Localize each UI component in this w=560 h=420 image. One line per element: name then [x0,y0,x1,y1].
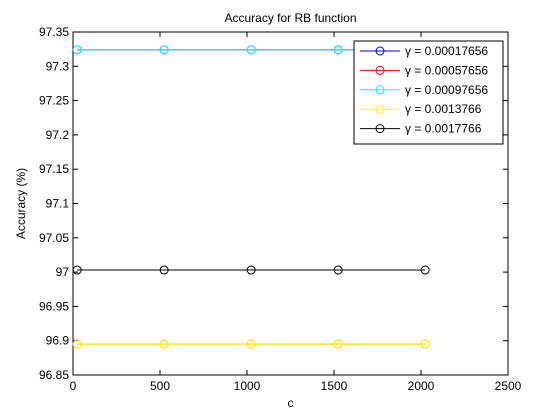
series-4-point [420,339,430,349]
y-tick-label: 97.3 [46,59,70,73]
y-axis: 96.85 96.9 96.95 97 97.05 97.1 97.15 97.2 97.25 9… [39,25,508,382]
legend-entry: γ = 0.0017766 [405,122,482,136]
series-5-point [246,265,256,275]
legend-entry: γ = 0.00057656 [405,63,488,77]
y-tick-label: 97.2 [46,128,70,142]
x-tick-label: 1500 [321,379,348,393]
series-5-point [333,265,343,275]
y-tick-label: 97.15 [39,162,69,176]
legend-box [353,40,504,145]
series-4-point [333,339,343,349]
x-tick-label: 2500 [495,379,522,393]
x-tick-label: 1000 [234,379,261,393]
legend-marker [375,65,385,75]
series-4-point [246,339,256,349]
series-4-point [72,339,82,349]
x-tick-label: 2000 [408,379,435,393]
series-5-point [72,265,82,275]
chart-title: Accuracy for RB function [224,11,356,25]
series-5-point [420,265,430,275]
series-3-point [333,45,343,55]
legend-marker [375,124,385,134]
series-4-point [159,339,169,349]
legend-entry: γ = 0.00097656 [405,83,488,97]
y-tick-label: 97.35 [39,25,69,39]
y-tick-label: 96.85 [39,368,69,382]
series-5-point [159,265,169,275]
series-3-point [72,45,82,55]
y-tick-label: 97.25 [39,94,69,108]
legend-marker [375,46,385,56]
y-tick-label: 97 [56,265,70,279]
legend: γ = 0.00017656 γ = 0.00057656 γ = 0.000976… [353,40,504,145]
x-tick-label: 0 [70,379,77,393]
legend-entry: γ = 0.00017656 [405,44,488,58]
y-tick-label: 97.1 [46,197,70,211]
x-axis-label: c [288,396,294,410]
x-axis: 0 500 1000 1500 2000 2500 [70,32,522,393]
x-tick-label: 500 [150,379,170,393]
series-3-point [159,45,169,55]
series-layer [72,45,430,349]
legend-entry: γ = 0.0013766 [405,102,482,116]
y-axis-label: Accuracy (%) [14,168,28,239]
y-tick-label: 97.05 [39,231,69,245]
legend-marker [375,104,385,114]
series-3-point [246,45,256,55]
y-tick-label: 96.9 [46,334,70,348]
y-tick-label: 96.95 [39,299,69,313]
legend-marker [375,85,385,95]
